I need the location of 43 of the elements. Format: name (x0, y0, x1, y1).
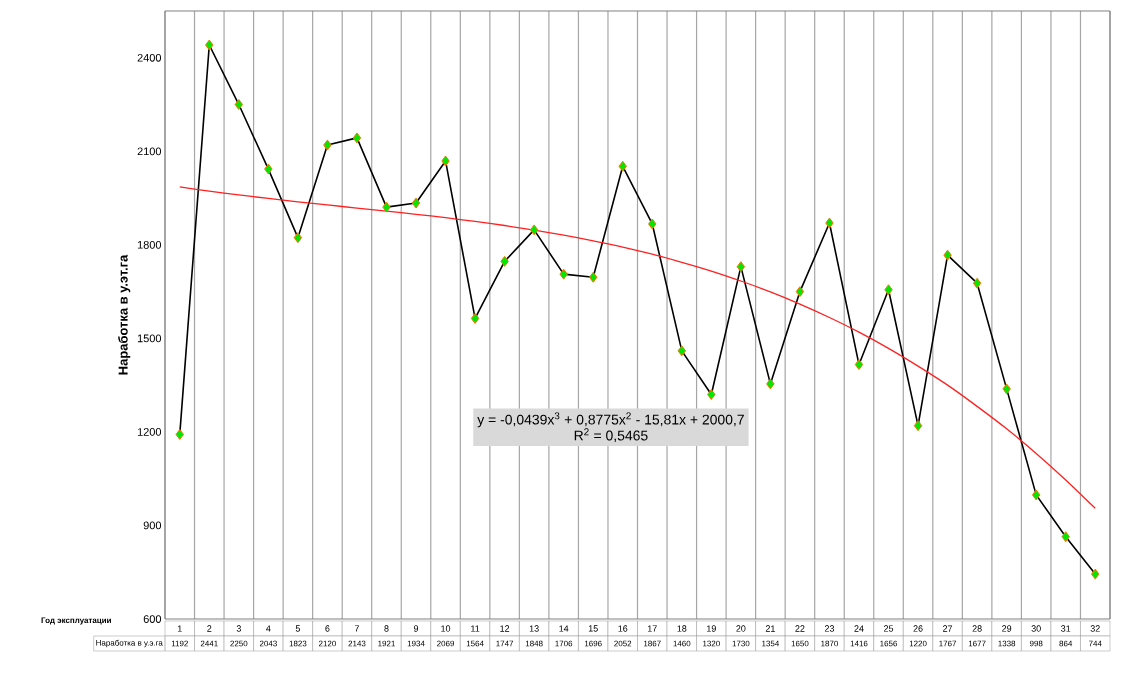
x-tick-label: 10 (441, 625, 451, 632)
x-tick-label: 12 (500, 625, 510, 632)
x-tick-label: 2 (207, 625, 212, 632)
x-tick-label: 15 (588, 625, 598, 632)
x-tick-label: 17 (647, 625, 657, 632)
x-tick-label: 26 (913, 625, 923, 632)
x-tick-label: 24 (854, 625, 864, 632)
x-tick-label: 23 (824, 625, 835, 632)
x-tick-label: 1 (177, 625, 182, 632)
y-tick-label: 600 (143, 615, 162, 623)
x-tick-label: 19 (707, 625, 716, 632)
x-tick-label: 4 (266, 625, 271, 632)
x-tick-label: 9 (413, 625, 419, 632)
x-tick-label: 29 (1002, 625, 1012, 632)
x-tick-label: 18 (677, 625, 687, 632)
x-tick-label: 8 (384, 625, 389, 632)
y-tick-label: 2400 (137, 53, 162, 62)
y-tick-label: 2100 (137, 147, 162, 156)
x-tick-label: 16 (618, 625, 628, 632)
y-tick-label: 1800 (137, 240, 162, 249)
x-tick-label: 3 (236, 625, 241, 632)
y-tick-label: 1500 (137, 334, 162, 343)
x-tick-label: 30 (1031, 625, 1041, 632)
x-tick-label: 6 (325, 625, 330, 632)
x-tick-label: 11 (471, 625, 480, 632)
line-series (179, 186, 1096, 509)
annotation: R$^{2}$ = 0,5465 (574, 428, 648, 443)
x-tick-label: 14 (559, 625, 569, 632)
x-tick-label: 13 (529, 625, 539, 632)
x-tick-label: 21 (765, 625, 775, 632)
x-tick-label: 20 (736, 625, 746, 632)
annotation: y = -0,0439x$^{3}$ + 0,8775x$^{2}$ - 15,81x + 2000,7 (477, 412, 744, 428)
x-tick-label: 27 (943, 625, 953, 632)
y-axis-title: Наработка в у.эт.га (118, 254, 131, 375)
y-tick-label: 900 (143, 521, 162, 530)
x-tick-label: 28 (972, 625, 982, 632)
x-tick-label: 22 (795, 625, 805, 632)
y-tick-label: 1200 (137, 428, 162, 436)
x-tick-label: 25 (883, 625, 894, 632)
x-tick-label: 32 (1090, 625, 1100, 632)
x-tick-label: 7 (354, 625, 359, 632)
x-tick-label: 5 (295, 625, 301, 632)
x-tick-label: 31 (1061, 625, 1071, 632)
